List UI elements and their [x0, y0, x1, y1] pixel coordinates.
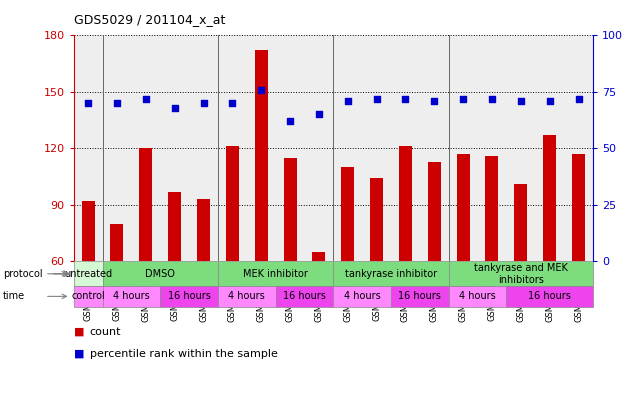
Bar — [189, 35, 218, 261]
Text: tankyrase inhibitor: tankyrase inhibitor — [345, 269, 437, 279]
Bar — [564, 35, 593, 261]
Bar — [160, 286, 218, 307]
Bar — [341, 167, 354, 261]
Bar — [74, 35, 103, 261]
Bar — [103, 35, 131, 261]
Bar — [218, 261, 333, 286]
Bar — [218, 286, 276, 307]
Text: 4 hours: 4 hours — [113, 291, 150, 301]
Bar — [197, 199, 210, 261]
Text: protocol: protocol — [3, 269, 43, 279]
Bar — [391, 286, 449, 307]
Bar — [74, 261, 103, 286]
Bar — [276, 35, 304, 261]
Bar — [333, 286, 391, 307]
Bar — [333, 35, 362, 261]
Bar — [449, 261, 593, 286]
Bar — [168, 192, 181, 261]
Text: ■: ■ — [74, 327, 84, 337]
Bar — [283, 158, 297, 261]
Point — [574, 95, 584, 102]
Text: count: count — [90, 327, 121, 337]
Bar — [304, 35, 333, 261]
Point — [228, 100, 238, 106]
Text: DMSO: DMSO — [146, 269, 175, 279]
Bar — [572, 154, 585, 261]
Bar — [399, 147, 412, 261]
Bar — [131, 35, 160, 261]
Bar — [333, 261, 449, 286]
Bar — [254, 50, 268, 261]
Text: tankyrase and MEK
inhibitors: tankyrase and MEK inhibitors — [474, 263, 568, 285]
Text: time: time — [3, 291, 26, 301]
Point — [515, 98, 526, 104]
Text: 16 hours: 16 hours — [528, 291, 571, 301]
Bar — [160, 35, 189, 261]
Bar — [485, 156, 499, 261]
Bar — [478, 35, 506, 261]
Point — [199, 100, 209, 106]
Text: percentile rank within the sample: percentile rank within the sample — [90, 349, 278, 359]
Point — [372, 95, 382, 102]
Text: 4 hours: 4 hours — [459, 291, 496, 301]
Point — [169, 105, 179, 111]
Bar — [218, 35, 247, 261]
Point — [314, 111, 324, 118]
Bar — [226, 147, 239, 261]
Text: 4 hours: 4 hours — [228, 291, 265, 301]
Point — [458, 95, 468, 102]
Bar — [420, 35, 449, 261]
Bar — [535, 35, 564, 261]
Bar — [514, 184, 528, 261]
Bar — [449, 286, 506, 307]
Bar — [428, 162, 441, 261]
Bar — [139, 148, 153, 261]
Point — [83, 100, 94, 106]
Point — [112, 100, 122, 106]
Point — [400, 95, 410, 102]
Bar — [103, 261, 218, 286]
Bar — [247, 35, 276, 261]
Point — [487, 95, 497, 102]
Bar — [449, 35, 478, 261]
Bar — [506, 35, 535, 261]
Bar — [312, 252, 326, 261]
Text: untreated: untreated — [64, 269, 112, 279]
Text: 16 hours: 16 hours — [168, 291, 210, 301]
Text: 16 hours: 16 hours — [283, 291, 326, 301]
Point — [545, 98, 555, 104]
Bar — [74, 286, 103, 307]
Bar — [110, 224, 124, 261]
Point — [140, 95, 151, 102]
Point — [256, 86, 267, 93]
Point — [285, 118, 295, 124]
Text: 16 hours: 16 hours — [399, 291, 441, 301]
Text: GDS5029 / 201104_x_at: GDS5029 / 201104_x_at — [74, 13, 225, 26]
Bar — [391, 35, 420, 261]
Bar — [103, 286, 160, 307]
Bar — [456, 154, 470, 261]
Bar — [506, 286, 593, 307]
Point — [429, 98, 440, 104]
Bar — [370, 178, 383, 261]
Text: ■: ■ — [74, 349, 84, 359]
Bar — [276, 286, 333, 307]
Text: control: control — [71, 291, 105, 301]
Bar — [543, 135, 556, 261]
Text: 4 hours: 4 hours — [344, 291, 381, 301]
Bar — [81, 201, 95, 261]
Text: MEK inhibitor: MEK inhibitor — [243, 269, 308, 279]
Point — [342, 98, 353, 104]
Bar — [362, 35, 391, 261]
